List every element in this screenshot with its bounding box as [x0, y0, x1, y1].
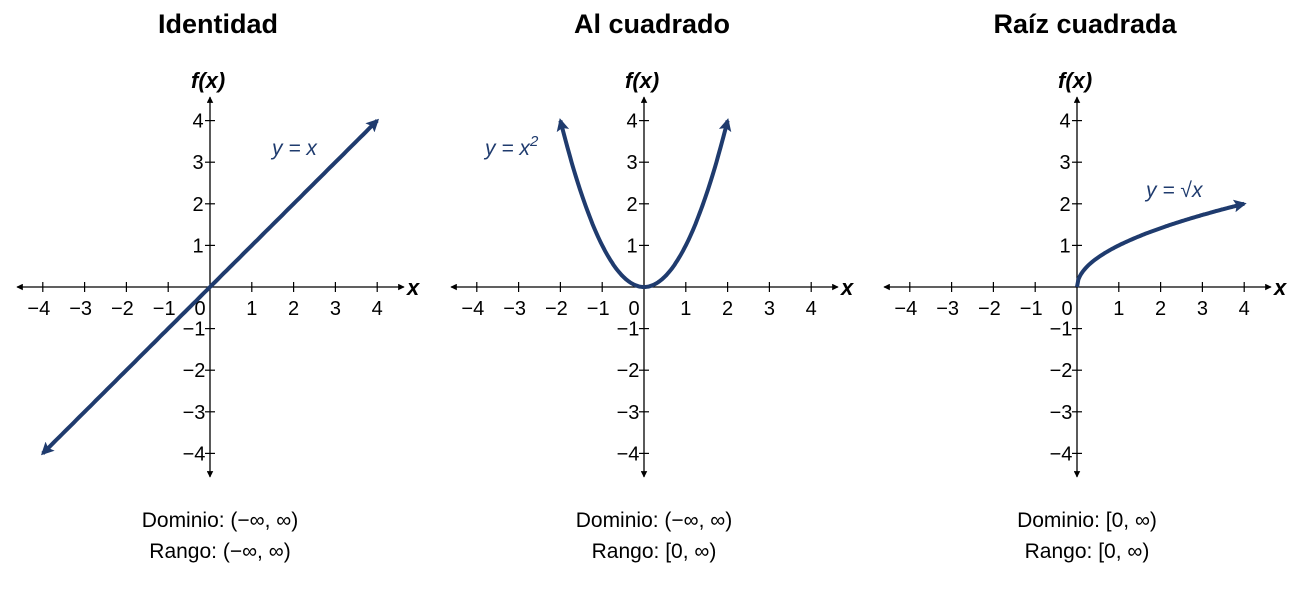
function-curve [40, 118, 380, 456]
x-tick-label: 3 [330, 298, 341, 320]
x-tick-label: −4 [894, 298, 917, 320]
x-tick-label: −3 [936, 298, 959, 320]
range-text: Rango: [0, ∞) [1025, 540, 1150, 563]
y-axis-label: f(x) [625, 68, 659, 93]
y-tick-label: −2 [617, 360, 640, 382]
y-tick-label: −2 [183, 360, 206, 382]
y-axis-label: f(x) [191, 68, 225, 93]
function-label-exponent: 2 [529, 133, 539, 150]
y-tick-label: −4 [617, 443, 640, 465]
function-label: y = x2 [483, 133, 539, 160]
x-tick-label: 3 [764, 298, 775, 320]
range-text: Rango: [0, ∞) [592, 540, 717, 563]
y-tick-label: 2 [192, 194, 203, 216]
x-tick-label: −3 [503, 298, 526, 320]
x-tick-label: −4 [27, 298, 50, 320]
x-tick-label: 4 [1239, 298, 1250, 320]
x-tick-label: −1 [153, 298, 176, 320]
x-tick-label: 2 [288, 298, 299, 320]
x-tick-label: 2 [722, 298, 733, 320]
y-tick-label: −1 [617, 319, 640, 341]
y-tick-label: 2 [626, 194, 637, 216]
y-tick-label: 4 [192, 111, 203, 133]
x-tick-label: −1 [1020, 298, 1043, 320]
y-tick-label: 1 [192, 235, 203, 257]
x-tick-label: −1 [587, 298, 610, 320]
x-tick-label: 1 [246, 298, 257, 320]
x-tick-label: 4 [372, 298, 383, 320]
y-tick-label: −3 [1050, 402, 1073, 424]
y-axis-label: f(x) [1058, 68, 1092, 93]
x-tick-label: 0 [628, 298, 639, 320]
x-axis-label: x [406, 275, 420, 300]
y-tick-label: 3 [626, 152, 637, 174]
function-label: y = √x [1144, 179, 1204, 202]
y-tick-label: 2 [1059, 194, 1070, 216]
y-tick-label: 1 [626, 235, 637, 257]
x-tick-label: −3 [69, 298, 92, 320]
chart-title: Al cuadrado [574, 9, 730, 39]
x-axis-label: x [1273, 275, 1287, 300]
y-tick-label: −4 [1050, 443, 1073, 465]
y-tick-label: 1 [1059, 235, 1070, 257]
y-tick-label: −2 [1050, 360, 1073, 382]
y-tick-label: 4 [626, 111, 637, 133]
y-tick-label: 3 [192, 152, 203, 174]
y-tick-label: 4 [1059, 111, 1070, 133]
domain-text: Dominio: [0, ∞) [1017, 509, 1157, 532]
x-tick-label: 3 [1197, 298, 1208, 320]
x-tick-label: 2 [1155, 298, 1166, 320]
function-label: y = x [270, 137, 318, 160]
x-tick-label: −2 [111, 298, 134, 320]
x-tick-label: −2 [545, 298, 568, 320]
chart-title: Identidad [158, 9, 278, 39]
y-tick-label: 3 [1059, 152, 1070, 174]
x-tick-label: 0 [1061, 298, 1072, 320]
x-tick-label: 1 [1113, 298, 1124, 320]
chart-title: Raíz cuadrada [993, 9, 1177, 39]
domain-text: Dominio: (−∞, ∞) [142, 509, 299, 532]
function-curve [556, 118, 732, 289]
range-text: Rango: (−∞, ∞) [149, 540, 290, 563]
x-axis-label: x [840, 275, 854, 300]
y-tick-label: −1 [183, 319, 206, 341]
function-curve [1075, 199, 1247, 288]
x-tick-label: 4 [806, 298, 817, 320]
y-tick-label: −3 [183, 402, 206, 424]
y-tick-label: −1 [1050, 319, 1073, 341]
y-tick-label: −4 [183, 443, 206, 465]
x-tick-label: −4 [461, 298, 484, 320]
x-tick-label: −2 [978, 298, 1001, 320]
domain-text: Dominio: (−∞, ∞) [576, 509, 733, 532]
x-tick-label: 1 [680, 298, 691, 320]
y-tick-label: −3 [617, 402, 640, 424]
